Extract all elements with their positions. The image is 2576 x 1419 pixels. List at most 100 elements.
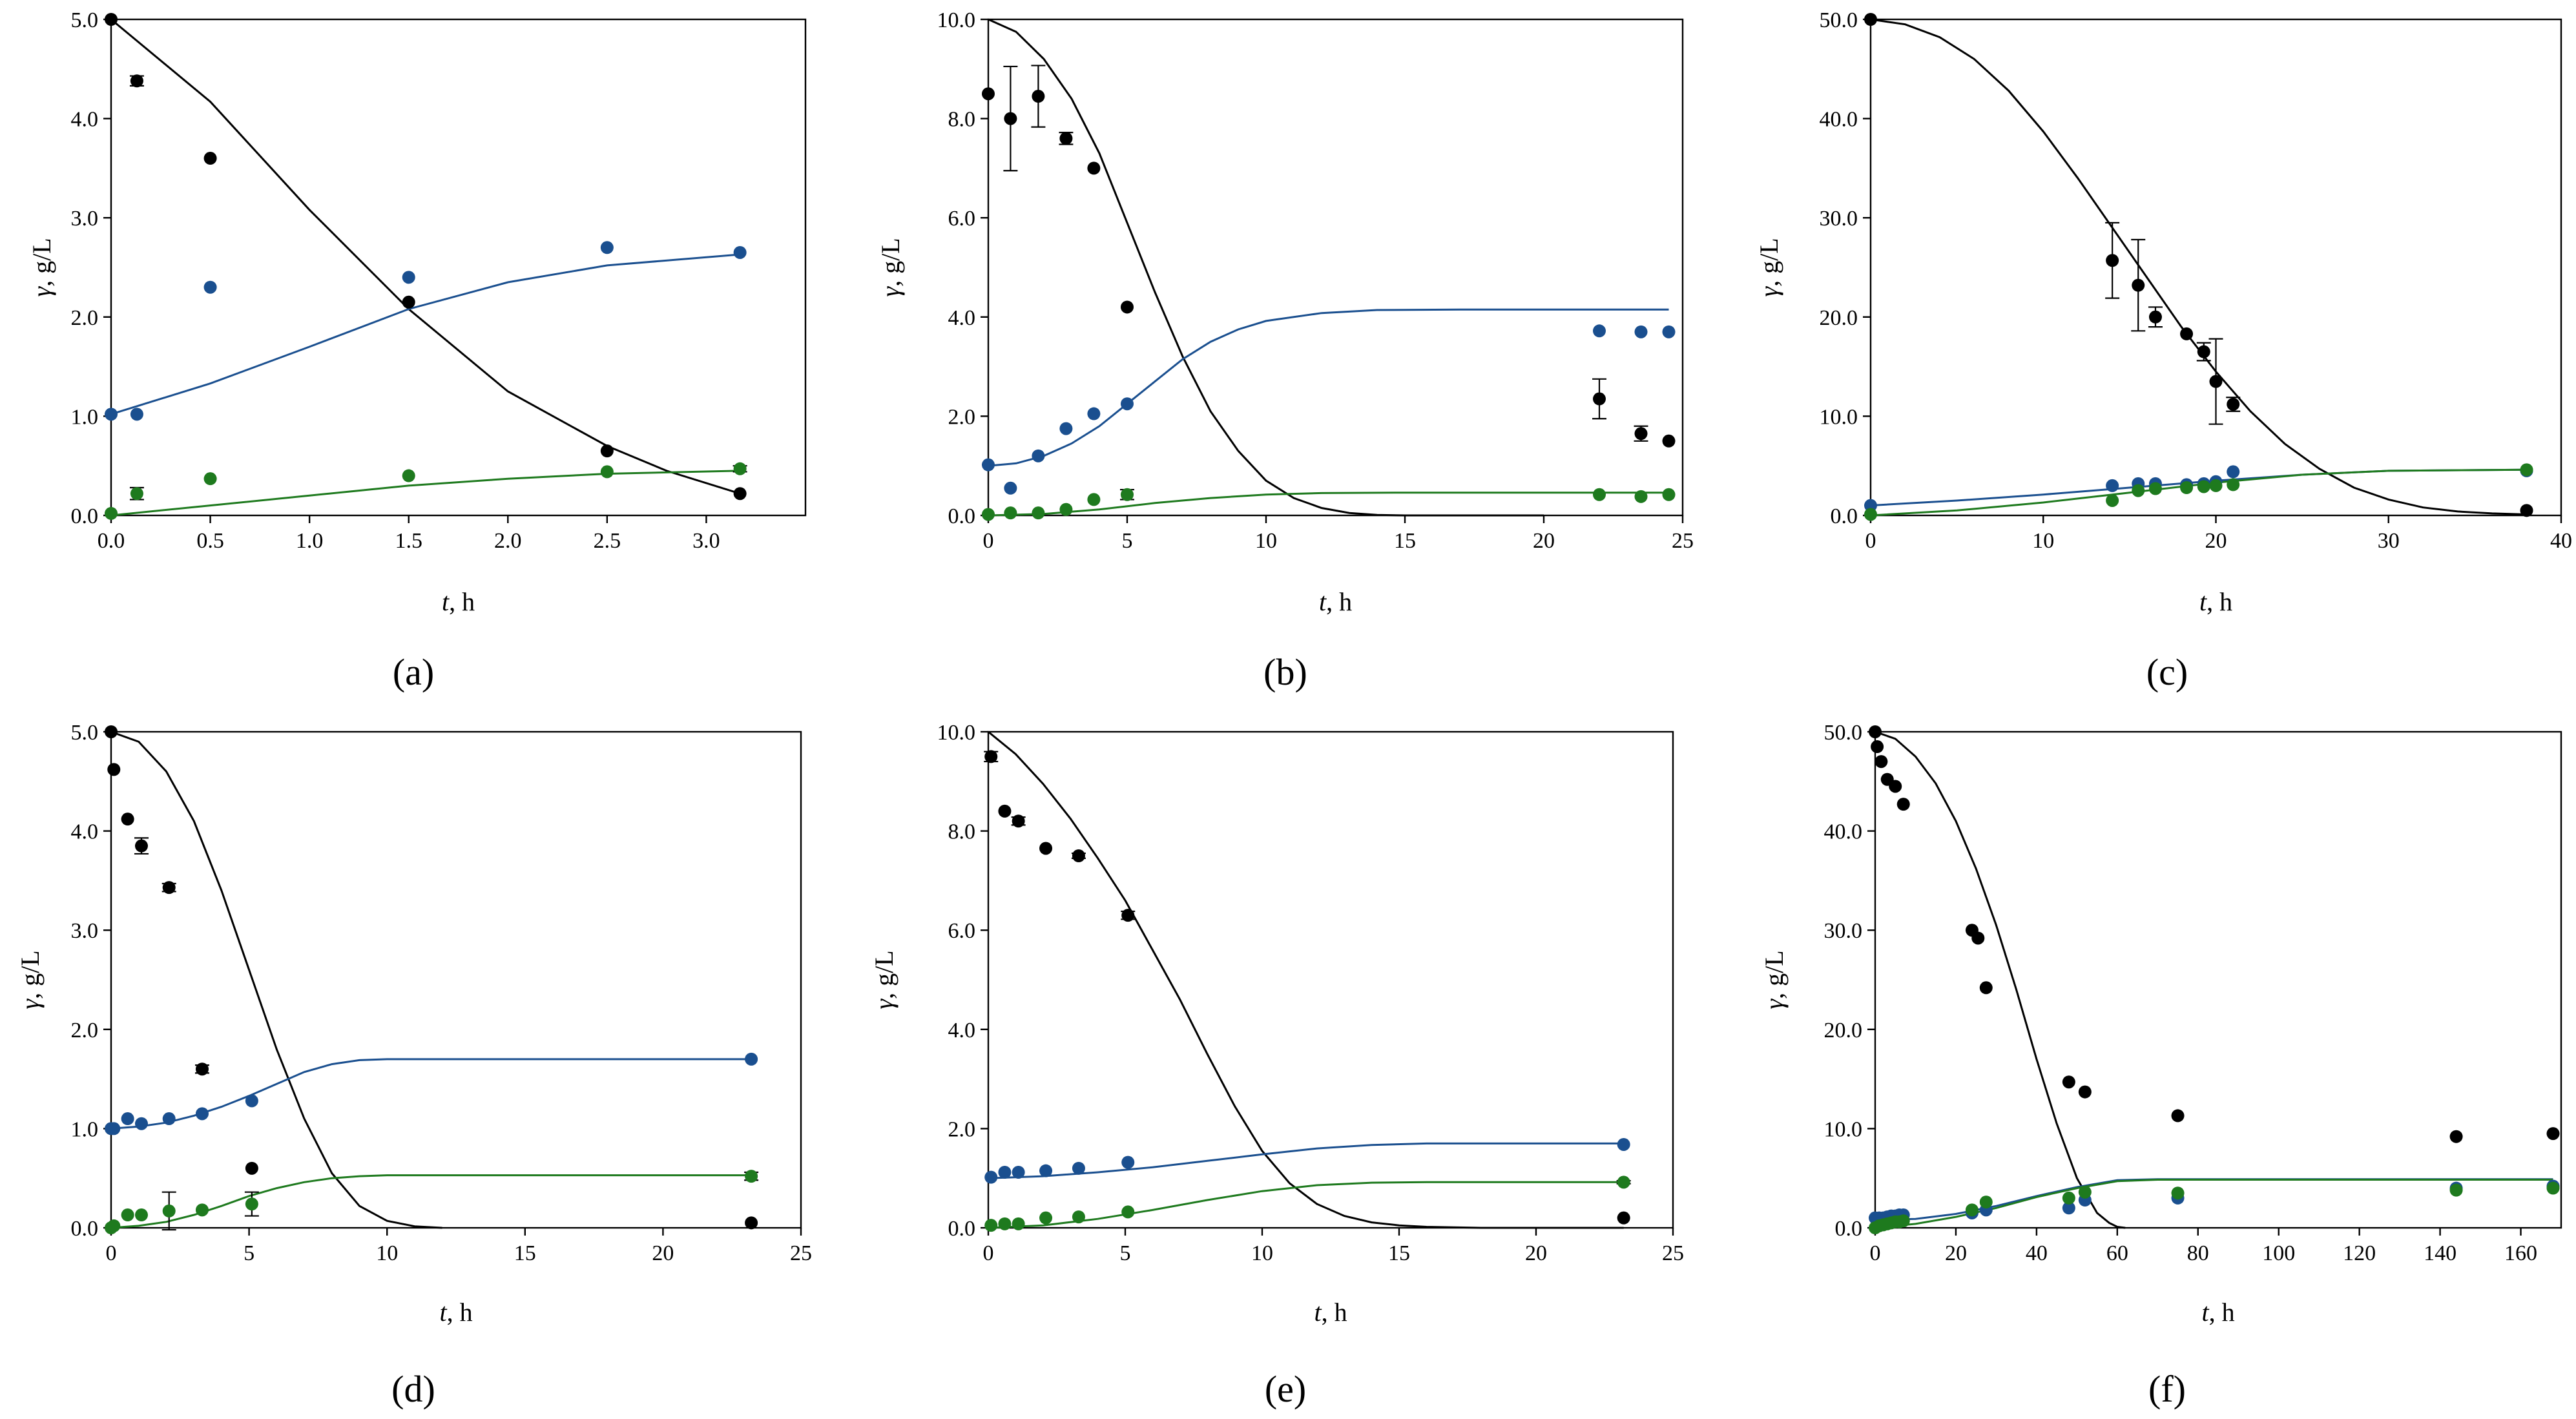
y-tick-label: 0.0 — [1831, 504, 1858, 528]
substrate-data-point — [1889, 780, 1902, 793]
y-tick-label: 0.0 — [1835, 1217, 1863, 1241]
x-tick-label: 40 — [2026, 1241, 2048, 1265]
x-tick-label: 1.5 — [395, 529, 422, 553]
axes-layer: 0 5 10 15 20 25 0.0 1.0 2.0 3.0 4.0 5.0 — [71, 721, 813, 1265]
product-data-point — [195, 1203, 209, 1217]
substrate-data-point — [2546, 1127, 2560, 1141]
y-tick-label: 5.0 — [71, 8, 99, 32]
biomass-data-point — [121, 1112, 134, 1126]
x-tick-label: 10 — [376, 1241, 398, 1265]
x-tick-label: 5 — [1122, 529, 1133, 553]
panel-c: 0 10 20 30 40 0.0 10.0 20.0 30.0 40.0 50.0 t, h γ,… — [1754, 8, 2572, 693]
y-tick-label: 1.0 — [71, 1117, 99, 1141]
product-data-point — [1979, 1196, 1993, 1209]
plot-frame — [987, 730, 1674, 1229]
product-data-point — [2197, 480, 2210, 493]
substrate-model-curve — [110, 730, 442, 1229]
substrate-data-point — [1871, 740, 1884, 754]
substrate-data-point — [2227, 397, 2240, 411]
y-axis-label: γ, g/L — [1760, 950, 1789, 1009]
substrate-data-point — [1032, 90, 1045, 103]
product-data-point — [245, 1197, 258, 1211]
y-tick-label: 0.0 — [948, 504, 976, 528]
y-tick-label: 8.0 — [948, 108, 976, 132]
y-tick-label: 10.0 — [937, 8, 976, 32]
x-tick-label: 15 — [514, 1241, 536, 1265]
biomass-data-point — [745, 1052, 758, 1066]
product-data-point — [2227, 478, 2240, 492]
substrate-data-point — [2132, 278, 2145, 292]
substrate-data-point — [982, 87, 995, 101]
x-tick-label: 2.0 — [494, 529, 522, 553]
y-axis-label: γ, g/L — [876, 238, 905, 296]
substrate-data-point — [1617, 1211, 1630, 1225]
substrate-data-point — [1869, 725, 1882, 738]
y-tick-label: 30.0 — [1820, 207, 1858, 231]
substrate-data-point — [1059, 132, 1073, 145]
substrate-data-point — [1121, 300, 1134, 314]
x-tick-label: 2.5 — [594, 529, 621, 553]
substrate-data-point — [402, 295, 415, 309]
product-data-point — [107, 1219, 121, 1232]
x-tick-label: 100 — [2262, 1241, 2295, 1265]
y-tick-label: 4.0 — [71, 108, 99, 132]
substrate-model-curve — [988, 18, 1544, 517]
x-axis-label: t, h — [1314, 1298, 1347, 1327]
biomass-data-point — [245, 1094, 258, 1108]
substrate-data-point — [1864, 13, 1877, 26]
x-tick-label: 0 — [1870, 1241, 1881, 1265]
x-tick-label: 20 — [2205, 529, 2227, 553]
y-tick-label: 20.0 — [1820, 306, 1858, 330]
plot-frame — [1869, 18, 2562, 517]
substrate-data-point — [162, 881, 176, 895]
substrate-data-point — [998, 804, 1012, 818]
x-tick-label: 25 — [790, 1241, 812, 1265]
panel-label: (d) — [391, 1368, 435, 1410]
product-model-curve — [988, 1181, 1624, 1229]
panel-label: (f) — [2148, 1368, 2186, 1410]
substrate-data-point — [134, 839, 148, 853]
y-tick-label: 4.0 — [71, 820, 99, 844]
x-tick-label: 40 — [2550, 529, 2572, 553]
substrate-data-point — [245, 1161, 258, 1175]
y-tick-label: 6.0 — [948, 207, 976, 231]
biomass-data-point — [1087, 407, 1101, 420]
x-tick-label: 0 — [983, 529, 994, 553]
substrate-data-point — [1087, 161, 1101, 175]
x-tick-label: 20 — [1533, 529, 1555, 553]
substrate-data-point — [1979, 981, 1993, 995]
substrate-data-point — [2209, 375, 2223, 388]
y-axis-label: γ, g/L — [16, 950, 45, 1009]
x-tick-label: 140 — [2424, 1241, 2457, 1265]
substrate-data-point — [733, 487, 747, 501]
axes-layer: 0.0 0.5 1.0 1.5 2.0 2.5 3.0 0.0 1.0 2.0 3.0 4.0 5.0 — [71, 8, 720, 553]
panel-b: 0 5 10 15 20 25 0.0 2.0 4.0 6.0 8.0 10.0 t, h γ, g/… — [876, 8, 1694, 693]
biomass-data-point — [195, 1107, 209, 1121]
y-tick-label: 50.0 — [1824, 721, 1863, 745]
x-tick-label: 20 — [1945, 1241, 1967, 1265]
substrate-data-point — [600, 444, 614, 458]
product-data-point — [2171, 1186, 2185, 1200]
product-data-point — [402, 469, 415, 482]
data-points — [984, 750, 1631, 1232]
x-axis-label: t, h — [439, 1298, 472, 1327]
axes-layer: 0 5 10 15 20 25 0.0 2.0 4.0 6.0 8.0 10.0 — [937, 721, 1685, 1265]
y-tick-label: 2.0 — [71, 306, 99, 330]
axes-layer: 0 10 20 30 40 0.0 10.0 20.0 30.0 40.0 50.0 — [1820, 8, 2573, 553]
y-tick-label: 3.0 — [71, 207, 99, 231]
biomass-data-point — [1121, 397, 1134, 411]
product-data-point — [2546, 1181, 2560, 1195]
product-model-curve — [1875, 1179, 2553, 1229]
biomass-data-point — [998, 1165, 1012, 1179]
panel-f: 0 20 40 60 80 100 120 140 160 0.0 10.0 20.0 30.0 40.0… — [1760, 721, 2562, 1410]
biomass-data-point — [1059, 422, 1073, 435]
substrate-data-point — [1004, 112, 1017, 125]
biomass-data-point — [2106, 479, 2119, 492]
biomass-data-point — [134, 1117, 148, 1130]
biomass-model-curve — [110, 1058, 752, 1130]
data-points — [1869, 725, 2560, 1234]
y-tick-label: 2.0 — [948, 1117, 976, 1141]
y-tick-label: 6.0 — [948, 919, 976, 943]
x-axis-label: t, h — [442, 587, 475, 616]
